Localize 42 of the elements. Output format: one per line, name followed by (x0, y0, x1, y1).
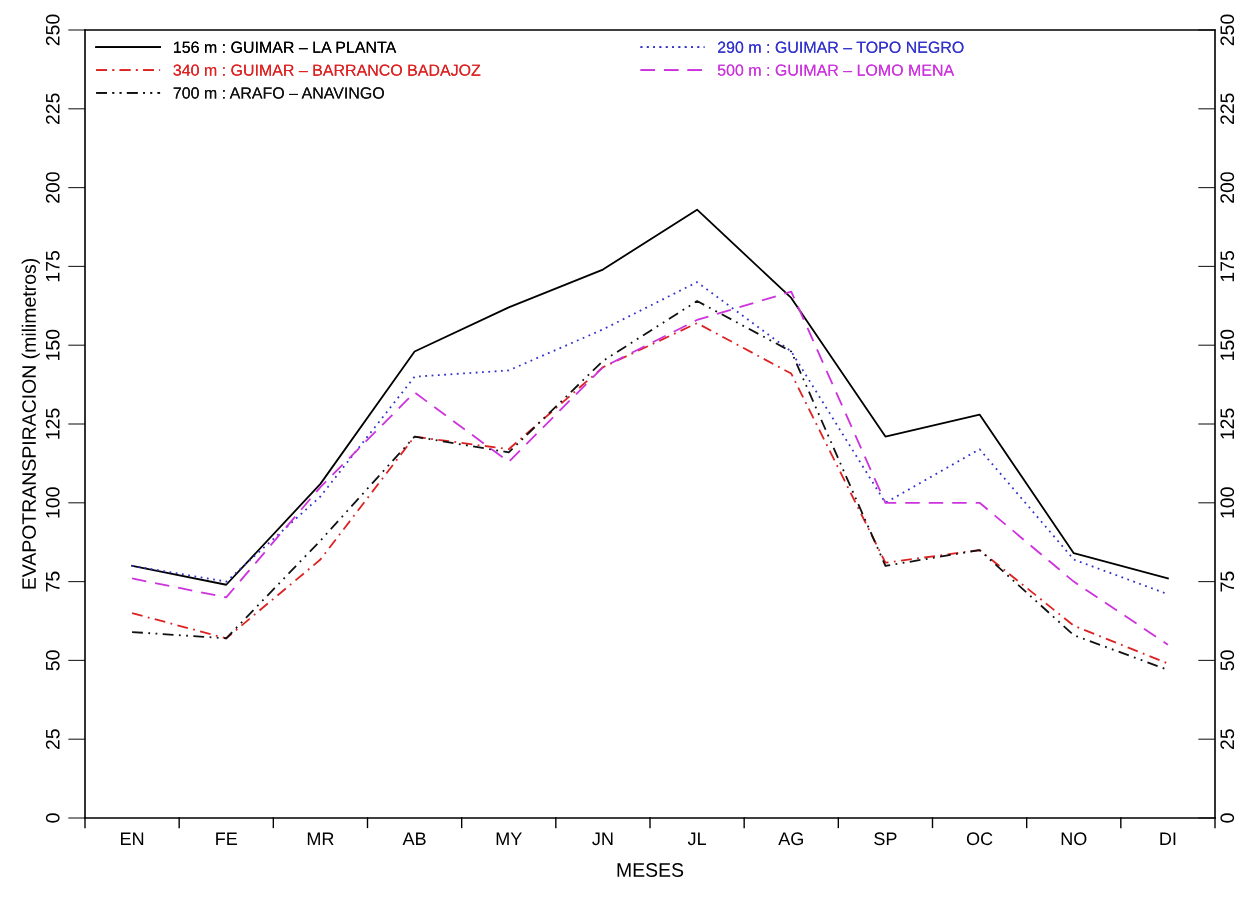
y-tick-label: 50 (45, 650, 60, 671)
y-tick-label: 75 (46, 571, 60, 592)
x-axis-title: MESES (617, 863, 684, 877)
y-tick-label: 200 (45, 172, 60, 203)
x-tick-label: AB (402, 832, 426, 845)
x-tick-label: NO (1061, 832, 1087, 846)
y-tick-label: 25 (45, 729, 60, 750)
line-series (131, 208, 1169, 586)
legend-label: 290 m : GUIMAR – TOPO NEGRO (718, 41, 964, 53)
x-tick-label: DI (1160, 832, 1176, 845)
x-tick-label: FE (216, 832, 238, 845)
y-tick-label: 100 (45, 487, 60, 518)
y-tick-label: 0 (45, 813, 60, 823)
y-tick-label: 250 (45, 14, 60, 46)
y-tick-label: 225 (45, 93, 60, 125)
y2-tick-label: 100 (1220, 487, 1235, 518)
y2-tick-label: 125 (1220, 408, 1235, 439)
x-tick-label: MY (496, 832, 522, 845)
y2-tick-label: 25 (1220, 729, 1235, 750)
y-tick-label: 125 (45, 408, 60, 439)
x-tick-label: EN (121, 832, 144, 845)
legend-label: 500 m : GUIMAR – LOMO MENA (717, 64, 955, 76)
legend-label: 156 m : GUIMAR – LA PLANTA (174, 41, 397, 53)
y2-tick-label: 0 (1220, 813, 1235, 823)
x-tick-label: JN (592, 832, 613, 846)
y2-tick-label: 175 (1220, 250, 1235, 282)
y2-tick-label: 75 (1220, 571, 1235, 592)
y2-tick-label: 50 (1220, 650, 1235, 671)
x-tick-label: AG (778, 832, 803, 846)
x-tick-label: MR (307, 832, 334, 845)
legend-label: 700 m : ARAFO – ANAVINGO (173, 87, 384, 99)
y2-tick-label: 200 (1220, 172, 1235, 203)
x-tick-label: JL (687, 832, 707, 846)
y2-tick-label: 225 (1220, 93, 1235, 125)
x-tick-label: OC (966, 832, 993, 846)
legend-label: 340 m : GUIMAR – BARRANCO BADAJOZ (173, 64, 481, 76)
y-tick-label: 175 (46, 250, 60, 282)
y-axis-title: EVAPOTRANSPIRACION (milimetros) (21, 259, 40, 589)
y2-tick-label: 150 (1220, 329, 1235, 360)
x-tick-label: SP (874, 832, 897, 846)
y-tick-label: 150 (45, 329, 60, 360)
y2-tick-label: 250 (1220, 14, 1235, 46)
